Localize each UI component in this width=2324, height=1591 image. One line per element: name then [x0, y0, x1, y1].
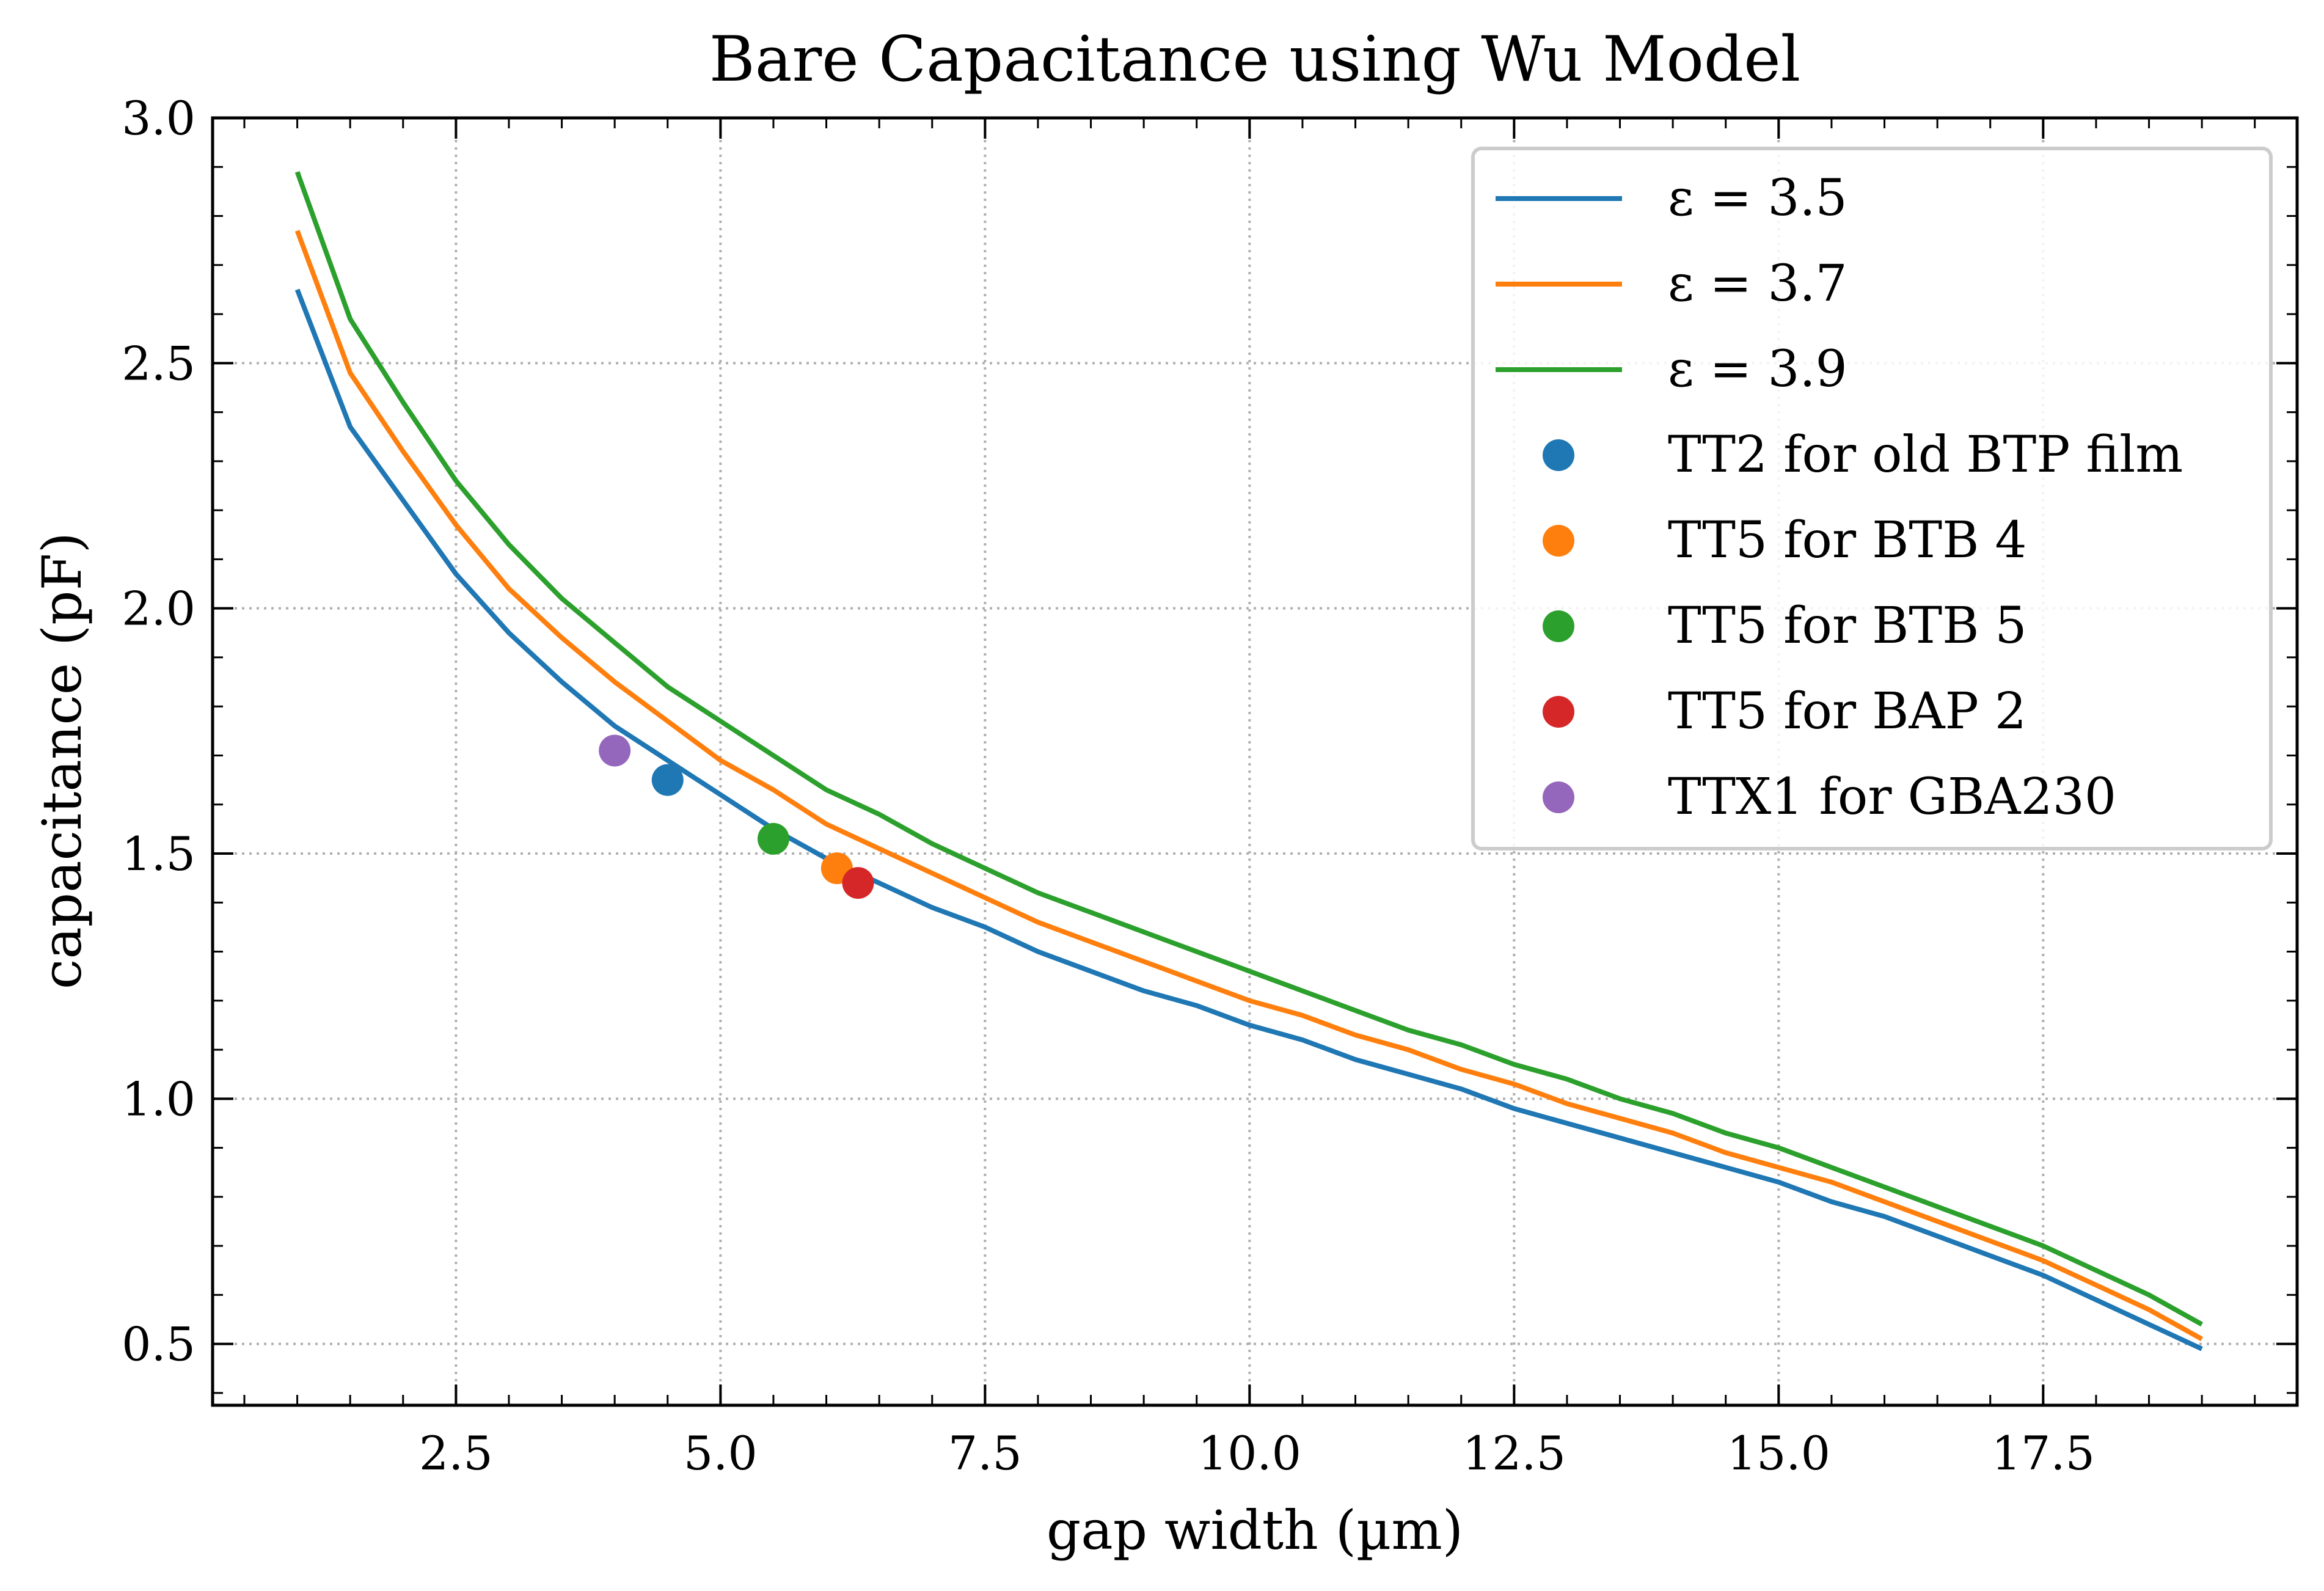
chart-title: Bare Capacitance using Wu Model [709, 23, 1800, 96]
series-lines [294, 170, 2204, 1351]
y-tick-label: 1.0 [122, 1072, 195, 1126]
scatter-point [757, 822, 789, 855]
legend-marker-swatch [1543, 525, 1574, 557]
legend: ε = 3.5 ε = 3.7 ε = 3.9 TT2 for old BTP fil… [1471, 147, 2273, 850]
legend-marker-swatch [1543, 439, 1574, 471]
series-line [294, 170, 2204, 1327]
legend-label: TT5 for BAP 2 [1668, 682, 2026, 741]
y-axis-label: capacitance (pF) [31, 532, 93, 989]
legend-marker-swatch [1543, 610, 1574, 642]
y-tick-label: 0.5 [122, 1317, 195, 1372]
legend-label: TT2 for old BTP film [1668, 426, 2183, 484]
axis-tick-labels: 2.5 5.0 7.5 10.0 12.5 15.0 17.5 0.5 1.0 1.5 2.0 2.5… [122, 91, 2095, 1480]
y-tick-label: 2.5 [122, 336, 195, 390]
plot-frame [211, 116, 2299, 1407]
x-tick-label: 10.0 [1198, 1426, 1301, 1480]
x-tick-label: 7.5 [948, 1426, 1022, 1480]
series-line [294, 230, 2204, 1342]
legend-marker-swatch [1543, 696, 1574, 728]
x-tick-label: 2.5 [419, 1426, 493, 1480]
x-tick-label: 15.0 [1727, 1426, 1830, 1480]
axis-ticks [213, 117, 2297, 1405]
legend-box [1471, 147, 2273, 850]
x-tick-label: 17.5 [1992, 1426, 2095, 1480]
grid-lines [213, 118, 2297, 1405]
legend-label: ε = 3.5 [1668, 169, 1847, 227]
x-axis-label: gap width (µm) [1047, 1499, 1463, 1562]
legend-label: ε = 3.9 [1668, 340, 1847, 398]
legend-label: TTX1 for GBA230 [1668, 768, 2116, 826]
legend-label: TT5 for BTB 4 [1668, 511, 2027, 569]
legend-label: TT5 for BTB 5 [1668, 597, 2027, 655]
legend-label: ε = 3.7 [1668, 255, 1847, 313]
x-tick-label: 12.5 [1463, 1426, 1566, 1480]
y-tick-label: 3.0 [122, 91, 195, 145]
legend-entries: ε = 3.5 ε = 3.7 ε = 3.9 TT2 for old BTP fil… [1496, 169, 2183, 826]
scatter-point [651, 764, 684, 796]
y-tick-label: 1.5 [122, 827, 195, 881]
y-tick-label: 2.0 [122, 582, 195, 636]
scatter-point [842, 867, 874, 899]
legend-marker-swatch [1543, 781, 1574, 813]
x-tick-label: 5.0 [684, 1426, 758, 1480]
series-line [294, 288, 2203, 1351]
scatter-point [599, 734, 631, 767]
scatter-points [599, 734, 874, 899]
